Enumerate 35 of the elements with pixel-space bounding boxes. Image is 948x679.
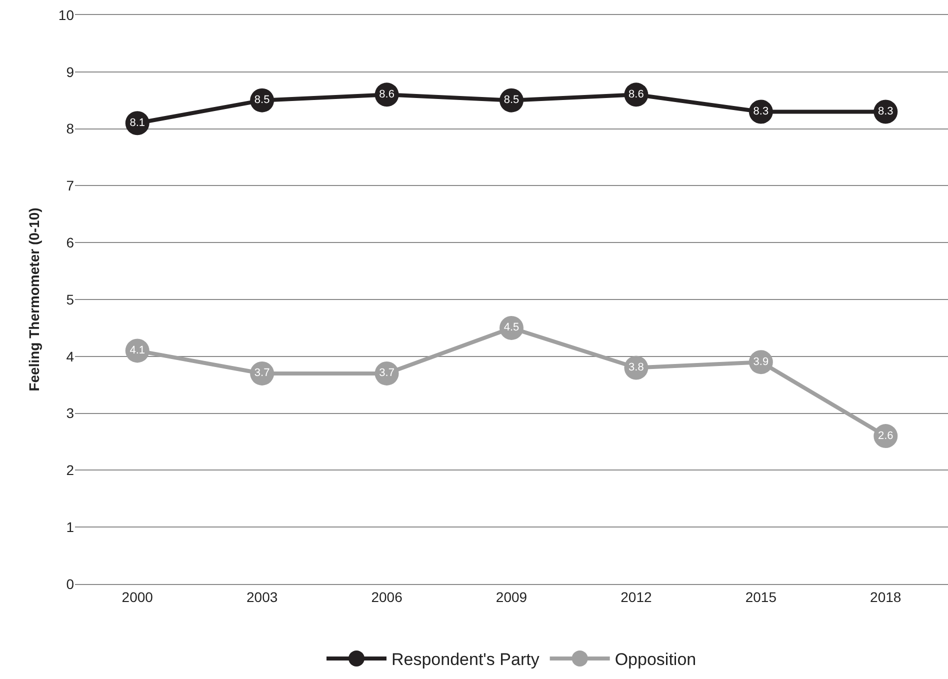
data-label: 8.3	[753, 105, 769, 118]
data-label: 8.5	[254, 94, 270, 106]
data-label: 3.8	[628, 362, 644, 374]
data-label: 8.5	[504, 94, 520, 106]
y-tick-label: 7	[66, 178, 74, 194]
legend-label: Respondent's Party	[392, 650, 540, 670]
y-tick-label: 3	[66, 405, 74, 422]
legend-label: Opposition	[614, 650, 696, 670]
data-label: 8.6	[628, 88, 644, 100]
data-label: 8.3	[878, 105, 894, 118]
data-label: 2.6	[878, 430, 894, 442]
x-tick-label: 2009	[496, 588, 528, 605]
y-tick-label: 5	[66, 291, 74, 308]
y-axis-title: Feeling Thermometer (0-10)	[26, 208, 42, 392]
x-tick-label: 2018	[870, 588, 902, 605]
y-tick-label: 9	[66, 64, 74, 80]
x-tick-label: 2012	[620, 588, 652, 605]
y-tick-label: 4	[66, 348, 74, 364]
x-tick-label: 2000	[122, 588, 154, 605]
data-label: 3.9	[753, 356, 769, 368]
y-tick-label: 8	[66, 120, 74, 137]
y-tick-label: 0	[66, 576, 74, 592]
data-label: 4.1	[130, 344, 146, 356]
x-tick-label: 2006	[371, 588, 403, 605]
y-tick-label: 6	[66, 234, 74, 250]
data-label: 3.7	[254, 367, 270, 380]
data-label: 4.5	[504, 322, 520, 334]
y-tick-label: 10	[58, 6, 74, 23]
data-label: 8.1	[130, 116, 146, 129]
data-label: 3.7	[379, 367, 394, 380]
y-tick-label: 2	[66, 462, 74, 478]
x-tick-label: 2003	[246, 588, 278, 605]
x-tick-label: 2015	[745, 588, 777, 605]
data-label: 8.6	[379, 88, 394, 100]
y-tick-label: 1	[66, 519, 74, 535]
